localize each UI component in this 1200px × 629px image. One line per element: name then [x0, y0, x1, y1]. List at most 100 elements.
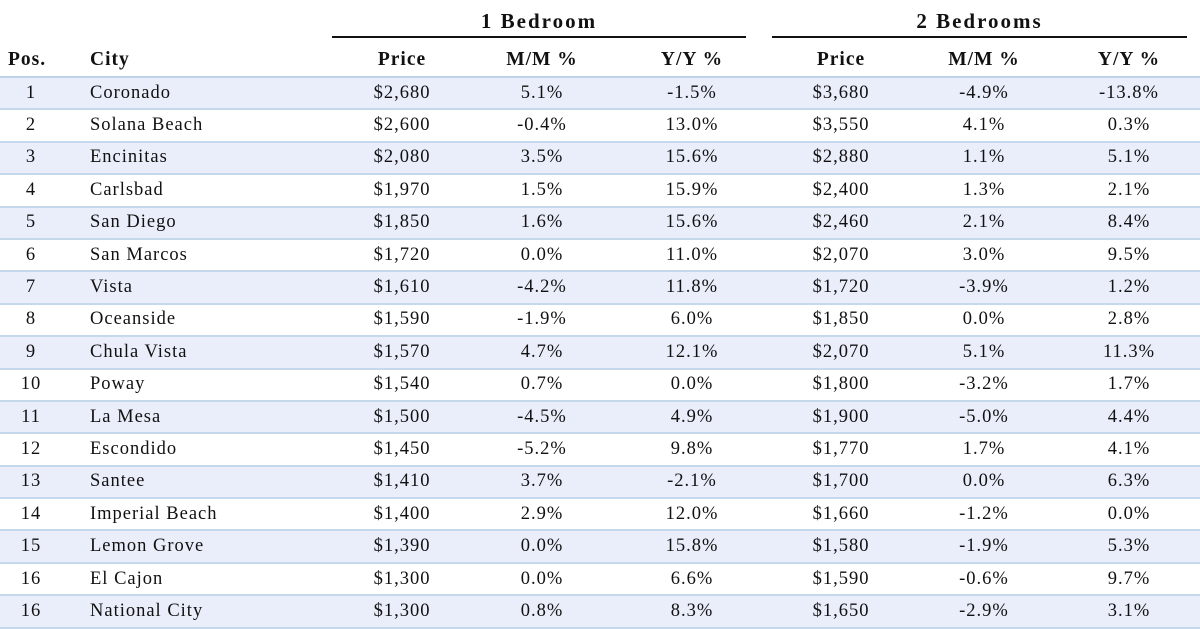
table-row: 2 Solana Beach $2,600 -0.4% 13.0% $3,550 4.1% 0… [0, 109, 1200, 143]
cell-mm-2br: 5.1% [910, 336, 1058, 370]
table-row: 1 Coronado $2,680 5.1% -1.5% $3,680 -4.9% -13.8… [0, 77, 1200, 111]
cell-mm-1br: 1.6% [472, 206, 612, 240]
cell-yy-1br: 15.6% [612, 206, 772, 240]
table-row: 6 San Marcos $1,720 0.0% 11.0% $2,070 3.0% 9.5% [0, 238, 1200, 273]
header-row: Pos. City Price M/M % Y/Y % Price M/M % … [0, 44, 1200, 78]
cell-yy-2br: 2.8% [1058, 303, 1200, 338]
cell-price-2br: $1,700 [772, 465, 910, 500]
cell-mm-1br: 0.0% [472, 562, 612, 597]
cell-mm-2br: -3.2% [910, 368, 1058, 402]
table-row: 10 Poway $1,540 0.7% 0.0% $1,800 -3.2% 1.7% [0, 368, 1200, 402]
cell-yy-2br: 1.7% [1058, 368, 1200, 402]
cell-pos: 16 [0, 595, 62, 629]
cell-price-2br: $1,900 [772, 400, 910, 435]
cell-yy-1br: 11.8% [612, 271, 772, 305]
cell-yy-1br: -1.5% [612, 77, 772, 111]
cell-mm-2br: -5.0% [910, 400, 1058, 435]
cell-mm-2br: 0.0% [910, 465, 1058, 500]
cell-yy-2br: 2.1% [1058, 174, 1200, 208]
cell-yy-1br: 8.3% [612, 595, 772, 629]
cell-price-2br: $1,800 [772, 368, 910, 402]
table-row: 9 Chula Vista $1,570 4.7% 12.1% $2,070 5.1% 11.… [0, 336, 1200, 370]
cell-price-1br: $1,390 [332, 530, 472, 564]
cell-city: Lemon Grove [62, 530, 332, 564]
cell-city: Solana Beach [62, 109, 332, 143]
table-row: 15 Lemon Grove $1,390 0.0% 15.8% $1,580 -1.9% 5… [0, 530, 1200, 564]
table-row: 16 El Cajon $1,300 0.0% 6.6% $1,590 -0.6% 9.7% [0, 562, 1200, 597]
cell-pos: 14 [0, 498, 62, 532]
cell-pos: 16 [0, 562, 62, 597]
cell-yy-2br: 0.0% [1058, 498, 1200, 532]
cell-yy-2br: 0.3% [1058, 109, 1200, 143]
table-body: 1 Coronado $2,680 5.1% -1.5% $3,680 -4.9% -13.8… [0, 77, 1200, 629]
cell-price-2br: $2,070 [772, 336, 910, 370]
cell-price-1br: $1,400 [332, 498, 472, 532]
cell-yy-1br: 6.6% [612, 562, 772, 597]
cell-yy-1br: 12.1% [612, 336, 772, 370]
cell-pos: 6 [0, 238, 62, 273]
cell-city: La Mesa [62, 400, 332, 435]
cell-price-1br: $2,600 [332, 109, 472, 143]
cell-mm-2br: -0.6% [910, 562, 1058, 597]
table-row: 7 Vista $1,610 -4.2% 11.8% $1,720 -3.9% 1.2% [0, 271, 1200, 305]
cell-city: Oceanside [62, 303, 332, 338]
group-rule-one-bedroom [332, 36, 746, 38]
cell-city: El Cajon [62, 562, 332, 597]
col-header-yy-2br: Y/Y % [1058, 44, 1200, 78]
cell-mm-2br: 1.7% [910, 433, 1058, 467]
cell-price-2br: $3,680 [772, 77, 910, 111]
cell-city: Carlsbad [62, 174, 332, 208]
cell-yy-1br: 12.0% [612, 498, 772, 532]
cell-price-1br: $1,970 [332, 174, 472, 208]
cell-pos: 4 [0, 174, 62, 208]
cell-city: Encinitas [62, 141, 332, 176]
cell-price-2br: $2,460 [772, 206, 910, 240]
cell-yy-1br: 15.9% [612, 174, 772, 208]
cell-price-1br: $1,300 [332, 595, 472, 629]
table-row: 16 National City $1,300 0.8% 8.3% $1,650 -2.9%… [0, 595, 1200, 629]
cell-yy-2br: 5.3% [1058, 530, 1200, 564]
cell-pos: 2 [0, 109, 62, 143]
cell-price-1br: $1,410 [332, 465, 472, 500]
col-header-city: City [62, 44, 332, 78]
cell-price-2br: $1,770 [772, 433, 910, 467]
cell-mm-1br: 0.0% [472, 530, 612, 564]
cell-mm-2br: 1.3% [910, 174, 1058, 208]
cell-city: San Diego [62, 206, 332, 240]
table-row: 4 Carlsbad $1,970 1.5% 15.9% $2,400 1.3% 2.1% [0, 174, 1200, 208]
cell-yy-2br: 3.1% [1058, 595, 1200, 629]
col-header-mm-2br: M/M % [910, 44, 1058, 78]
cell-price-1br: $1,590 [332, 303, 472, 338]
cell-yy-1br: 11.0% [612, 238, 772, 273]
cell-mm-1br: 5.1% [472, 77, 612, 111]
cell-yy-2br: 8.4% [1058, 206, 1200, 240]
cell-mm-2br: -3.9% [910, 271, 1058, 305]
cell-yy-2br: 11.3% [1058, 336, 1200, 370]
cell-yy-1br: 6.0% [612, 303, 772, 338]
cell-mm-2br: 3.0% [910, 238, 1058, 273]
col-header-price-1br: Price [332, 44, 472, 78]
cell-pos: 5 [0, 206, 62, 240]
cell-price-1br: $1,570 [332, 336, 472, 370]
cell-pos: 13 [0, 465, 62, 500]
cell-mm-1br: -4.2% [472, 271, 612, 305]
cell-mm-2br: 1.1% [910, 141, 1058, 176]
cell-mm-2br: 0.0% [910, 303, 1058, 338]
cell-mm-1br: 0.7% [472, 368, 612, 402]
cell-price-2br: $3,550 [772, 109, 910, 143]
table-row: 11 La Mesa $1,500 -4.5% 4.9% $1,900 -5.0% 4.4% [0, 400, 1200, 435]
cell-city: Vista [62, 271, 332, 305]
cell-yy-1br: 4.9% [612, 400, 772, 435]
group-header-one-bedroom: 1 Bedroom [480, 9, 598, 33]
col-header-mm-1br: M/M % [472, 44, 612, 78]
cell-price-1br: $2,080 [332, 141, 472, 176]
cell-city: San Marcos [62, 238, 332, 273]
cell-yy-2br: 9.5% [1058, 238, 1200, 273]
cell-price-2br: $1,850 [772, 303, 910, 338]
cell-price-1br: $1,450 [332, 433, 472, 467]
cell-mm-1br: 2.9% [472, 498, 612, 532]
cell-yy-2br: 4.1% [1058, 433, 1200, 467]
cell-city: Santee [62, 465, 332, 500]
cell-price-2br: $2,880 [772, 141, 910, 176]
